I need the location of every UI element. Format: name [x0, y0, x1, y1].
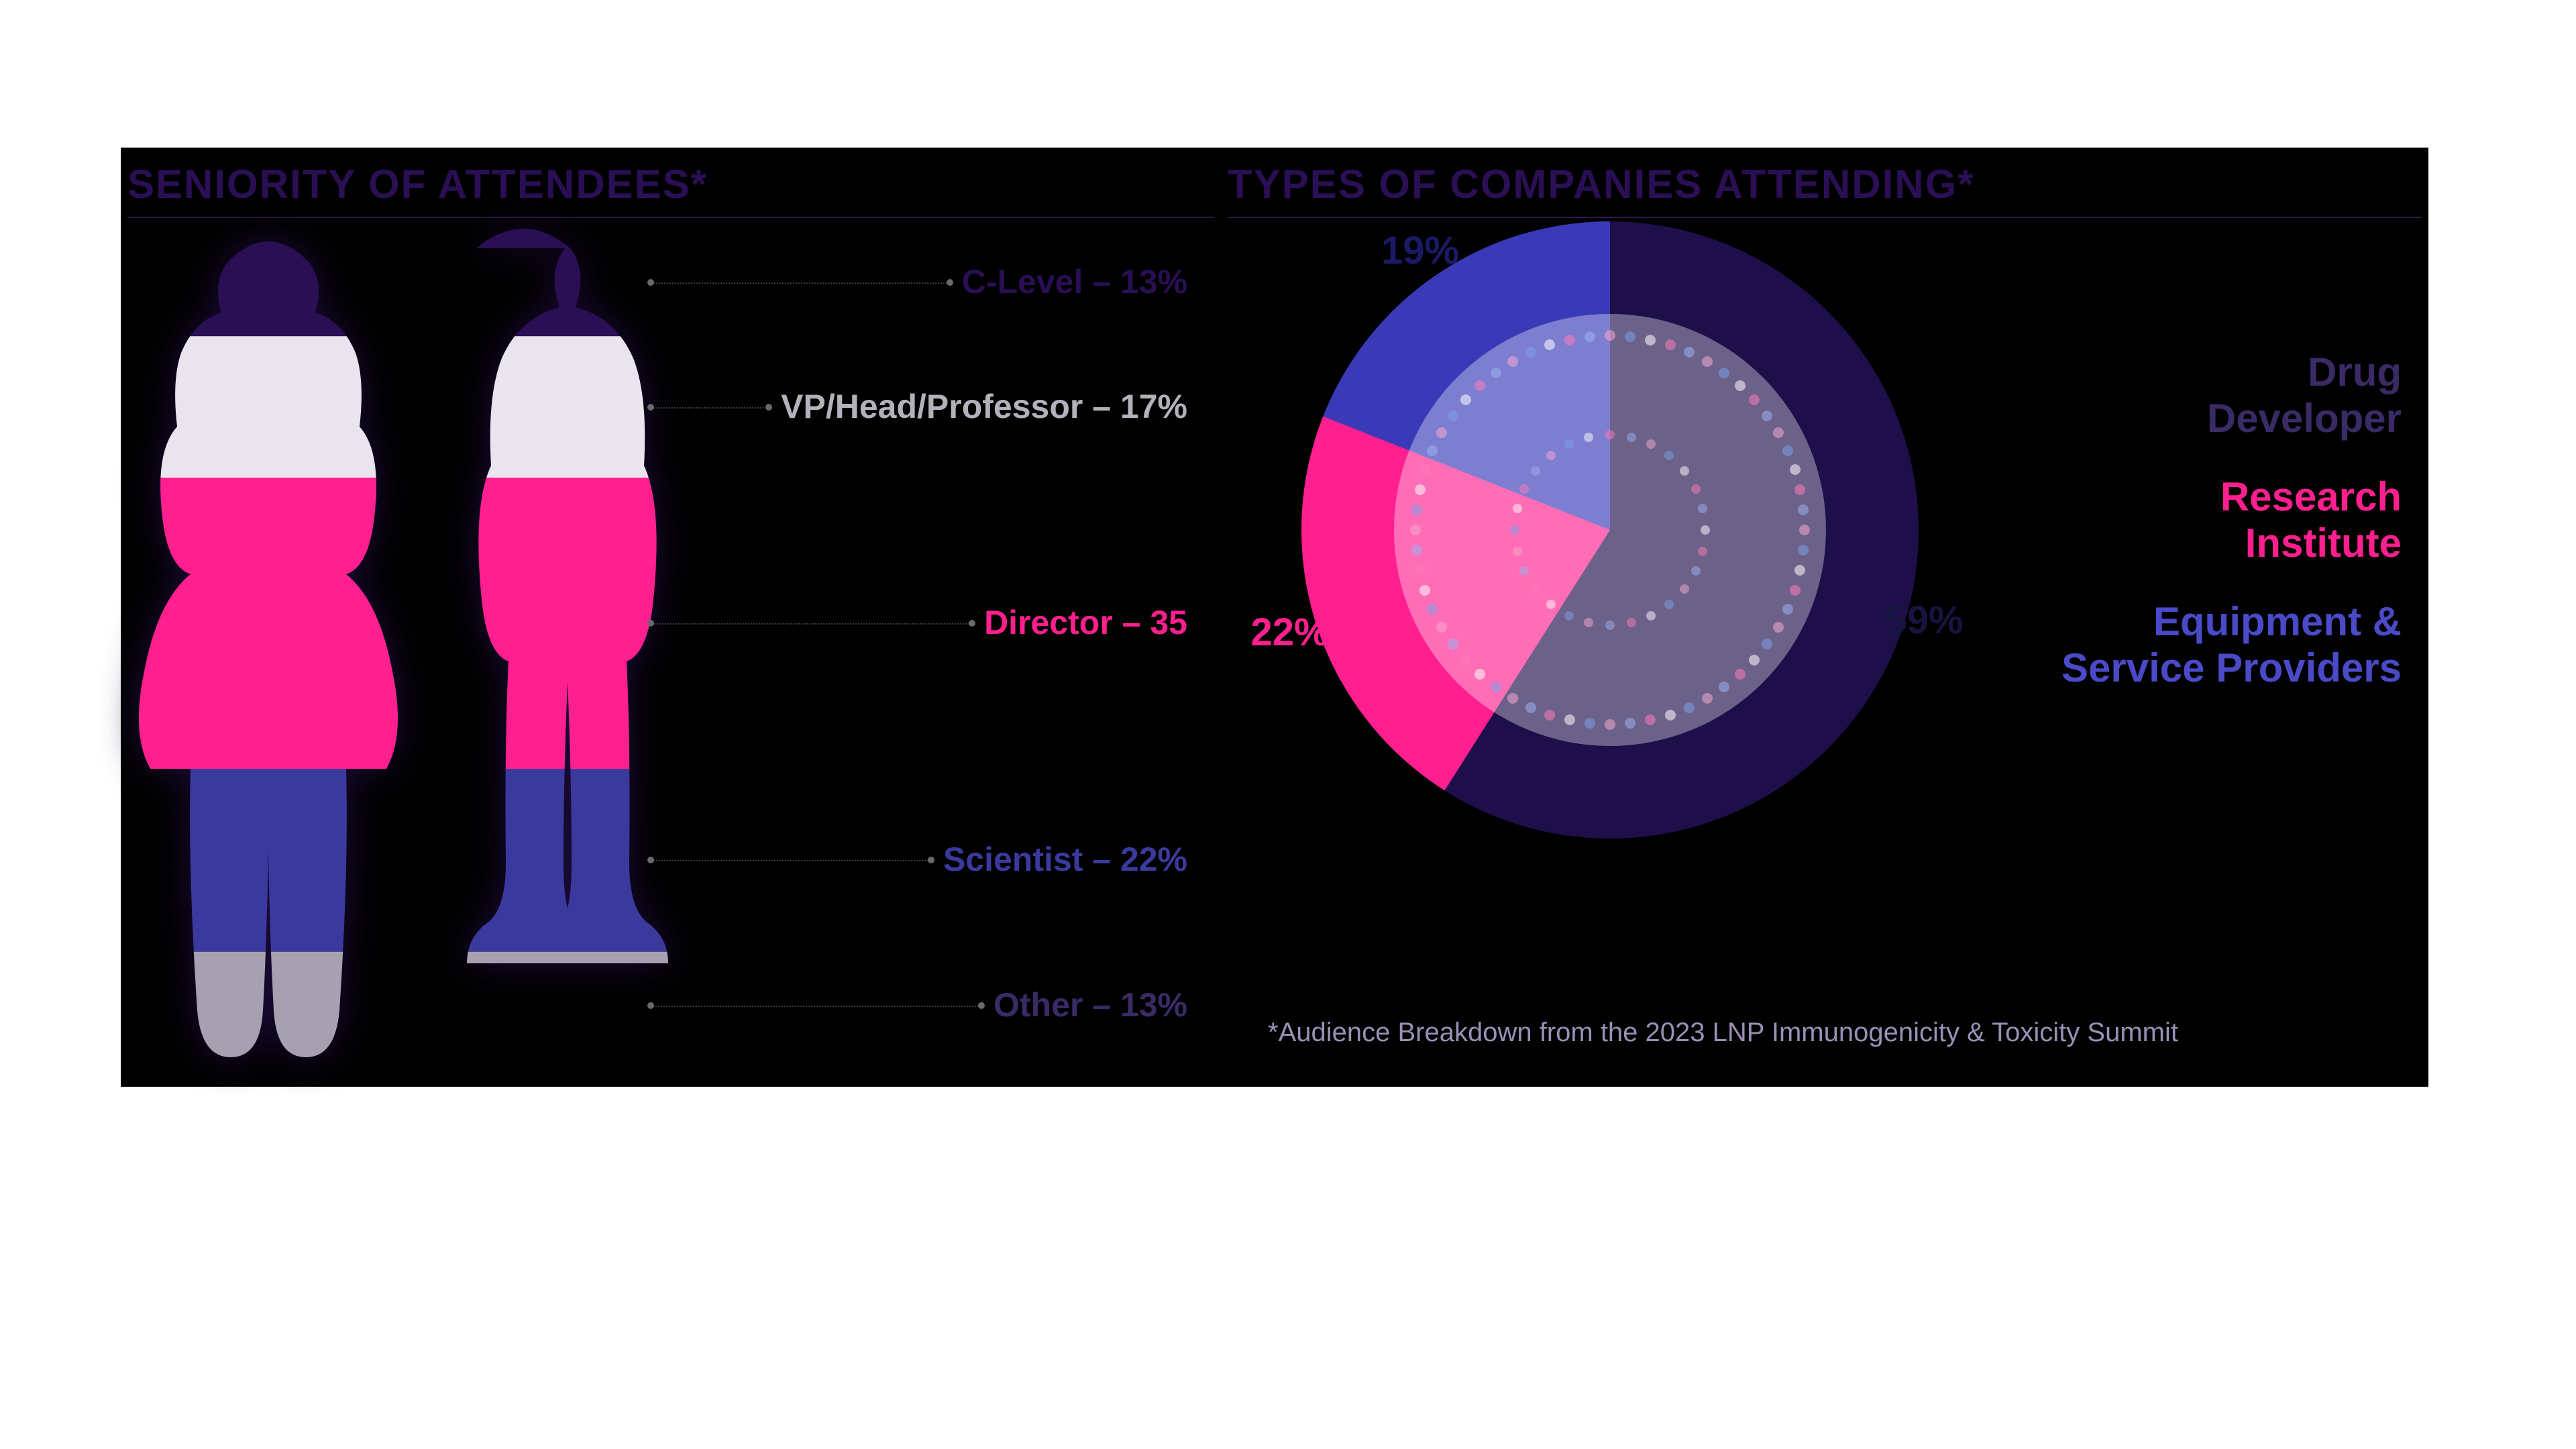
leader-dot [647, 1002, 654, 1009]
panel-seniority: SENIORITY OF ATTENDEES* C-Level – 13% VP/… [121, 148, 1221, 1087]
legend-item: Equipment &Service Providers [2026, 598, 2402, 691]
legend-item: DrugDeveloper [2026, 349, 2402, 441]
donut-pct: 59% [1886, 598, 1964, 643]
legend-item: ResearchInstitute [2026, 474, 2402, 566]
leader-line [651, 407, 769, 409]
leader-dot [647, 857, 654, 863]
leader-dot [647, 279, 654, 286]
donut-pct: 19% [1381, 228, 1459, 273]
footnote: *Audience Breakdown from the 2023 LNP Im… [1268, 1018, 2178, 1048]
donut-pct: 22% [1250, 610, 1328, 655]
leader-dot [969, 620, 975, 627]
leader-dot [978, 1002, 985, 1009]
leader-dot [647, 620, 654, 627]
seniority-labels: C-Level – 13% VP/Head/Professor – 17% Dire… [678, 228, 1208, 1060]
people-silhouettes [127, 228, 678, 1060]
panel-companies: TYPES OF COMPANIES ATTENDING* 59%22%19% … [1221, 148, 2428, 1087]
panel-rule-left [127, 217, 1214, 218]
panel-title-seniority: SENIORITY OF ATTENDEES* [121, 148, 1221, 217]
seniority-label: Scientist – 22% [943, 840, 1187, 879]
infographic-stage: SENIORITY OF ATTENDEES* C-Level – 13% VP/… [121, 148, 2428, 1087]
silhouette-svg [127, 228, 678, 1060]
seniority-label: Other – 13% [994, 985, 1187, 1024]
leader-line [651, 1006, 981, 1007]
leader-dot [765, 404, 772, 411]
leader-line [651, 282, 950, 284]
leader-dot [947, 279, 953, 286]
leader-dot [928, 857, 934, 863]
company-legend: DrugDeveloper ResearchInstitute Equipment … [2026, 349, 2402, 723]
leader-line [651, 623, 972, 625]
leader-line [651, 860, 931, 861]
seniority-label: VP/Head/Professor – 17% [781, 387, 1187, 426]
seniority-label: Director – 35 [984, 603, 1187, 642]
leader-dot [647, 404, 654, 411]
seniority-label: C-Level – 13% [962, 262, 1187, 301]
